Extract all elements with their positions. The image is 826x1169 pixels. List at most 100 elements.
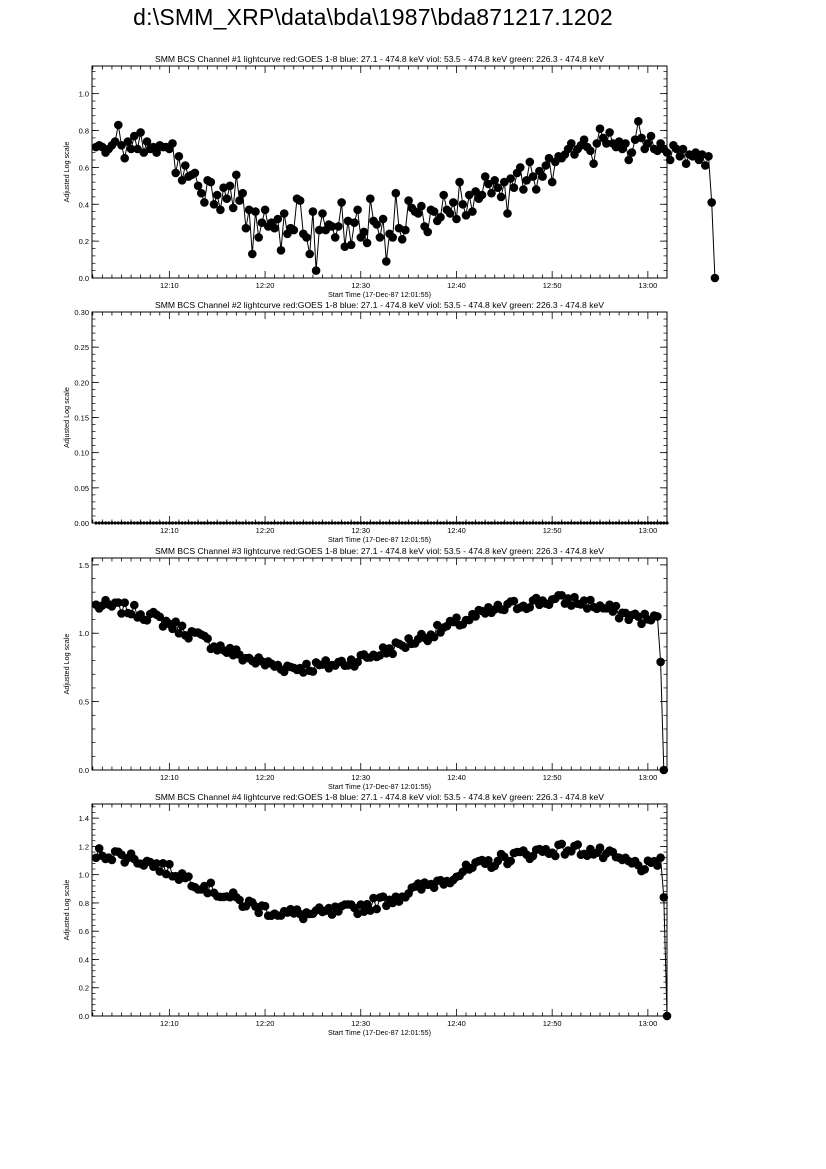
chart-2-data-point [451,521,455,525]
chart-1-data-point [190,168,200,178]
chart-1-data-point [624,155,633,165]
chart-3-data-point [656,657,665,667]
chart-2-y-axis-label: Adjusted Log scale [62,387,71,448]
chart-1-data-point [391,188,401,198]
chart-2-data-point [550,521,554,525]
chart-4-data-point [417,885,426,894]
chart-4-x-tick-label: 12:40 [447,1019,466,1028]
chart-2-data-point [426,521,430,525]
chart-2-data-point [167,521,171,525]
chart-2-data-point [273,521,277,525]
chart-4-data-point [117,850,126,859]
chart-4-y-tick-label: 0.8 [79,899,89,908]
chart-1-data-point [704,152,713,161]
chart-1-data-point [337,198,346,207]
chart-2-data-point [528,521,532,525]
chart-1-data-point [238,188,247,198]
chart-3-data-point [586,595,595,605]
chart-1-data-point [254,233,263,242]
chart-4-y-tick-label: 0.2 [79,984,89,993]
chart-2-data-point [304,521,309,525]
chart-2-data-point [563,521,567,525]
chart-4-data-point [356,900,366,909]
chart-3-data-point [203,634,212,643]
chart-2-data-point [502,521,506,525]
chart-1-data-point [181,161,190,170]
chart-2-data-point [649,521,653,525]
chart-1-data-point [330,233,340,242]
chart-2-data-point [180,521,184,525]
chart-1-data-point [308,207,318,216]
chart-1-data-point [359,227,369,237]
chart-4-data-point [659,893,669,902]
chart-2-data-point [652,521,656,525]
chart-4-data-point [200,881,209,891]
chart-2-data-point [327,521,331,525]
chart-1-data-point [455,177,464,187]
chart-2-data-point [234,521,238,525]
chart-1-data-point [506,174,515,183]
chart-2-y-tick-label: 0.10 [74,449,89,458]
chart-2-frame [91,311,668,524]
chart-4-data-point [484,856,493,865]
chart-3-data-point [177,621,187,631]
chart-2-data-point [547,521,551,525]
chart-1-data-point [413,209,423,218]
chart-2-data-point [579,521,583,525]
chart-2-data-point [295,521,299,525]
chart-1-data-point [302,233,311,242]
chart-1-data-point [678,144,688,154]
chart-1-data-point [423,227,433,237]
chart-2-data-point [560,521,564,525]
chart-1-data-point [464,190,474,200]
chart-2-data-point [553,521,557,525]
chart-4-data-point [656,853,665,862]
chart-1-data-point [228,203,238,213]
chart-1-data-point [480,172,490,181]
chart-4-y-tick-label: 1.4 [79,814,89,823]
chart-2-data-point [244,521,248,525]
chart-4-data-point [429,883,439,892]
chart-1-data-point [126,144,136,154]
chart-2-data-point [489,521,494,525]
chart-1-data-point [538,172,547,181]
chart-2-data-point [145,521,149,525]
chart-1-data-point [206,177,216,187]
chart-1-data-point [212,190,222,200]
chart-2-data-point [241,521,245,525]
chart-2-data-point [100,521,104,525]
chart-2-data-point [356,521,360,525]
chart-2-data-point [298,521,302,525]
chart-2-y-tick-label: 0.30 [74,308,89,317]
chart-2-data-point [340,521,344,525]
chart-3-data-point [321,656,331,665]
chart-1-data-point [311,266,321,275]
chart-1-data-point [439,190,449,200]
chart-3-data-point [168,624,177,634]
chart-1-data-point [193,181,203,191]
chart-2-data-point [362,521,366,525]
chart-1-y-tick-label: 0.0 [79,274,89,283]
chart-1-data-point [509,183,519,192]
chart-3-data-point [471,612,480,621]
chart-1-data-point [388,233,398,242]
chart-1-data-point [621,139,630,148]
chart-2-data-point [148,521,152,525]
chart-2-data-point [633,521,637,525]
chart-1-data-point [672,144,681,154]
chart-1-data-point [235,196,244,205]
chart-2-data-point [110,521,114,525]
chart-2-data-point [308,521,312,525]
chart-4-data-point [582,851,592,860]
chart-4-data-point [165,859,174,869]
chart-2-data-point [247,521,251,525]
chart-1-data-point [289,225,299,235]
chart-1-data-point [350,218,359,227]
chart-1-data-point [216,205,225,215]
chart-1-data-point [627,148,637,157]
chart-3-title: SMM BCS Channel #3 lightcurve red:GOES 1… [155,546,604,556]
chart-2-data-point [617,521,621,525]
chart-2-data-point [94,521,98,525]
chart-3-x-tick-label: 12:10 [160,773,179,782]
chart-3-y-tick-label: 1.0 [79,629,89,638]
